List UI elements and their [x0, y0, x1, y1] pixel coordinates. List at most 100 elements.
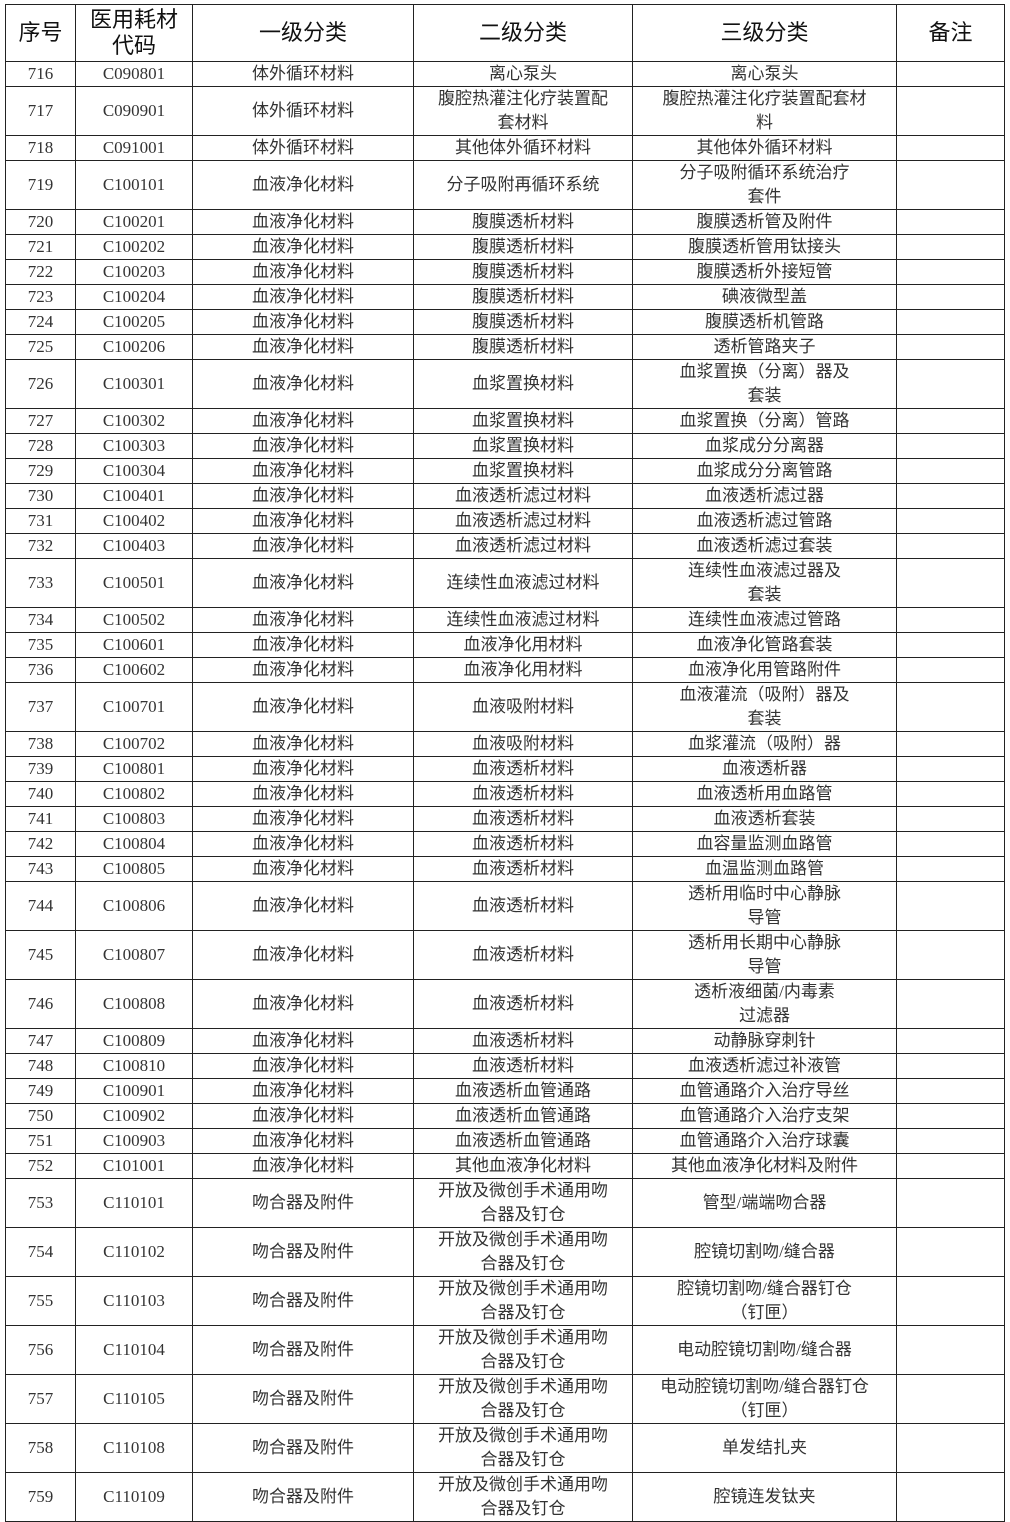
level3-cell: 血液透析器 [632, 756, 897, 782]
table-row: 747 C100809 血液净化材料 血液透析材料 动静脉穿刺针 [5, 1028, 1005, 1054]
table-row: 721 C100202 血液净化材料 腹膜透析材料 腹膜透析管用钛接头 [5, 234, 1005, 260]
level3-cell: 血液透析滤过器 [632, 483, 897, 509]
code-cell: C100809 [75, 1028, 193, 1054]
seq-cell: 726 [5, 359, 76, 409]
level3-cell: 其他血液净化材料及附件 [632, 1153, 897, 1179]
code-cell: C100202 [75, 234, 193, 260]
note-cell [896, 632, 1005, 658]
level1-cell: 血液净化材料 [192, 856, 414, 882]
note-cell [896, 657, 1005, 683]
table-row: 759 C110109 吻合器及附件 开放及微创手术通用吻 合器及钉仓 腔镜连发钛夹 [5, 1472, 1005, 1522]
level2-cell: 腹腔热灌注化疗装置配 套材料 [413, 86, 633, 136]
level2-cell: 腹膜透析材料 [413, 284, 633, 310]
table-row: 755 C110103 吻合器及附件 开放及微创手术通用吻 合器及钉仓 腔镜切割吻/缝合… [5, 1276, 1005, 1326]
table-row: 754 C110102 吻合器及附件 开放及微创手术通用吻 合器及钉仓 腔镜切割吻/缝合… [5, 1227, 1005, 1277]
code-cell: C110104 [75, 1325, 193, 1375]
code-cell: C090901 [75, 86, 193, 136]
code-cell: C110105 [75, 1374, 193, 1424]
level1-cell: 吻合器及附件 [192, 1374, 414, 1424]
level2-cell: 腹膜透析材料 [413, 309, 633, 335]
level2-cell: 其他血液净化材料 [413, 1153, 633, 1179]
level3-cell: 血浆成分分离器 [632, 433, 897, 459]
code-cell: C091001 [75, 135, 193, 161]
table-row: 734 C100502 血液净化材料 连续性血液滤过材料 连续性血液滤过管路 [5, 607, 1005, 633]
seq-cell: 738 [5, 731, 76, 757]
seq-cell: 716 [5, 61, 76, 87]
level3-cell: 连续性血液滤过管路 [632, 607, 897, 633]
seq-cell: 719 [5, 160, 76, 210]
note-cell [896, 1374, 1005, 1424]
level2-cell: 血液吸附材料 [413, 731, 633, 757]
seq-cell: 720 [5, 209, 76, 235]
note-cell [896, 508, 1005, 534]
seq-cell: 755 [5, 1276, 76, 1326]
note-cell [896, 558, 1005, 608]
note-cell [896, 806, 1005, 832]
seq-cell: 736 [5, 657, 76, 683]
table-row: 724 C100205 血液净化材料 腹膜透析材料 腹膜透析机管路 [5, 309, 1005, 335]
table-row: 728 C100303 血液净化材料 血浆置换材料 血浆成分分离器 [5, 433, 1005, 459]
level3-cell: 血浆置换（分离）器及 套装 [632, 359, 897, 409]
code-cell: C100502 [75, 607, 193, 633]
table-row: 740 C100802 血液净化材料 血液透析材料 血液透析用血路管 [5, 781, 1005, 807]
level2-cell: 开放及微创手术通用吻 合器及钉仓 [413, 1374, 633, 1424]
note-cell [896, 1423, 1005, 1473]
level1-cell: 吻合器及附件 [192, 1276, 414, 1326]
level3-cell: 血液透析用血路管 [632, 781, 897, 807]
code-cell: C100402 [75, 508, 193, 534]
code-cell: C100903 [75, 1128, 193, 1154]
note-cell [896, 607, 1005, 633]
table-row: 745 C100807 血液净化材料 血液透析材料 透析用长期中心静脉 导管 [5, 930, 1005, 980]
table-row: 727 C100302 血液净化材料 血浆置换材料 血浆置换（分离）管路 [5, 408, 1005, 434]
code-cell: C100701 [75, 682, 193, 732]
note-cell [896, 1178, 1005, 1228]
seq-cell: 722 [5, 259, 76, 285]
table-row: 716 C090801 体外循环材料 离心泵头 离心泵头 [5, 61, 1005, 87]
code-cell: C100807 [75, 930, 193, 980]
code-cell: C100602 [75, 657, 193, 683]
code-cell: C100810 [75, 1053, 193, 1079]
level1-cell: 血液净化材料 [192, 483, 414, 509]
seq-cell: 724 [5, 309, 76, 335]
seq-cell: 746 [5, 979, 76, 1029]
level2-cell: 血液透析材料 [413, 979, 633, 1029]
level3-cell: 血浆成分分离管路 [632, 458, 897, 484]
table-row: 725 C100206 血液净化材料 腹膜透析材料 透析管路夹子 [5, 334, 1005, 360]
note-cell [896, 1078, 1005, 1104]
note-cell [896, 881, 1005, 931]
level1-cell: 吻合器及附件 [192, 1472, 414, 1522]
table-row: 729 C100304 血液净化材料 血浆置换材料 血浆成分分离管路 [5, 458, 1005, 484]
level3-cell: 电动腔镜切割吻/缝合器 [632, 1325, 897, 1375]
seq-cell: 717 [5, 86, 76, 136]
level1-cell: 血液净化材料 [192, 160, 414, 210]
level1-cell: 血液净化材料 [192, 781, 414, 807]
note-cell [896, 408, 1005, 434]
level3-cell: 血管通路介入治疗导丝 [632, 1078, 897, 1104]
level3-cell: 腹腔热灌注化疗装置配套材 料 [632, 86, 897, 136]
level2-cell: 连续性血液滤过材料 [413, 558, 633, 608]
level1-cell: 血液净化材料 [192, 881, 414, 931]
code-cell: C090801 [75, 61, 193, 87]
level3-cell: 血液透析滤过补液管 [632, 1053, 897, 1079]
code-cell: C100501 [75, 558, 193, 608]
note-cell [896, 1128, 1005, 1154]
level3-cell: 腹膜透析管及附件 [632, 209, 897, 235]
note-cell [896, 682, 1005, 732]
note-cell [896, 533, 1005, 559]
code-cell: C110108 [75, 1423, 193, 1473]
level1-cell: 血液净化材料 [192, 1028, 414, 1054]
level3-cell: 腔镜切割吻/缝合器钉仓 （钉匣） [632, 1276, 897, 1326]
seq-cell: 740 [5, 781, 76, 807]
level2-cell: 开放及微创手术通用吻 合器及钉仓 [413, 1423, 633, 1473]
seq-cell: 757 [5, 1374, 76, 1424]
level1-cell: 血液净化材料 [192, 408, 414, 434]
table-body: 716 C090801 体外循环材料 离心泵头 离心泵头 717 C090901 体外循环材料… [5, 61, 1005, 1522]
seq-cell: 742 [5, 831, 76, 857]
seq-cell: 725 [5, 334, 76, 360]
level2-cell: 血液净化用材料 [413, 657, 633, 683]
level1-cell: 血液净化材料 [192, 657, 414, 683]
level1-cell: 血液净化材料 [192, 234, 414, 260]
code-cell: C100702 [75, 731, 193, 757]
table-row: 741 C100803 血液净化材料 血液透析材料 血液透析套装 [5, 806, 1005, 832]
level1-cell: 血液净化材料 [192, 334, 414, 360]
